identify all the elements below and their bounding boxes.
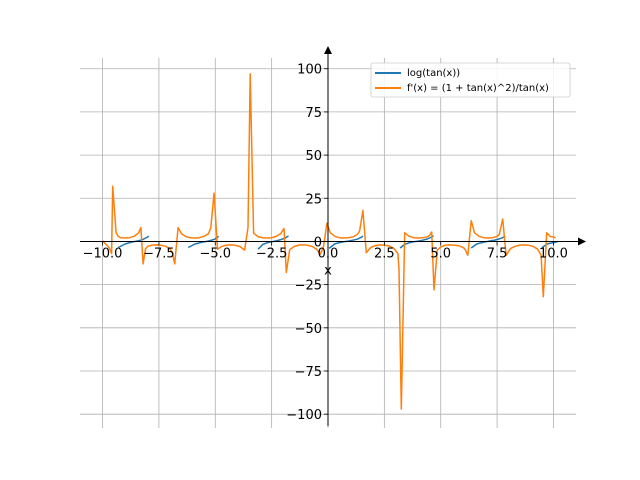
- legend-box: [370, 62, 571, 98]
- y-tick-label: −100: [286, 408, 322, 423]
- axes: [80, 46, 586, 426]
- x-tick-label: 2.5: [374, 246, 395, 261]
- series-layer: [101, 73, 559, 410]
- x-tick-label: 5.0: [430, 246, 451, 261]
- y-tick-label: −75: [295, 365, 322, 380]
- tick-marks: [102, 68, 554, 415]
- x-axis-arrow-icon: [578, 237, 586, 246]
- y-tick-label: 75: [305, 106, 322, 121]
- series-log-tan-line: [470, 235, 506, 249]
- tick-labels: −10.0 −7.5 −5.0 −2.5 0.0 2.5 5.0 7.5 10.0 −100 −75…: [83, 63, 568, 423]
- y-tick-label: −50: [295, 322, 322, 337]
- x-tick-label: −10.0: [83, 246, 123, 261]
- x-tick-label: −5.0: [199, 246, 231, 261]
- x-tick-label: −7.5: [143, 246, 175, 261]
- y-tick-label: 50: [305, 149, 322, 164]
- x-tick-label: 0.0: [318, 246, 339, 261]
- y-axis-arrow-icon: [324, 46, 332, 54]
- y-tick-label: 25: [305, 192, 322, 207]
- legend-label-log-tan: log(tan(x)): [407, 68, 460, 79]
- y-tick-label: 0: [314, 235, 322, 250]
- legend: log(tan(x)) f'(x) = (1 + tan(x)^2)/tan(x…: [370, 62, 571, 98]
- x-tick-label: 10.0: [539, 246, 568, 261]
- x-axis-label: x: [324, 263, 332, 278]
- x-tick-label: −2.5: [256, 246, 288, 261]
- x-tick-label: 7.5: [487, 246, 508, 261]
- series-derivative-line: [101, 73, 556, 410]
- y-tick-label: 100: [297, 63, 322, 78]
- y-tick-label: −25: [295, 279, 322, 294]
- legend-label-derivative: f'(x) = (1 + tan(x)^2)/tan(x): [407, 83, 549, 94]
